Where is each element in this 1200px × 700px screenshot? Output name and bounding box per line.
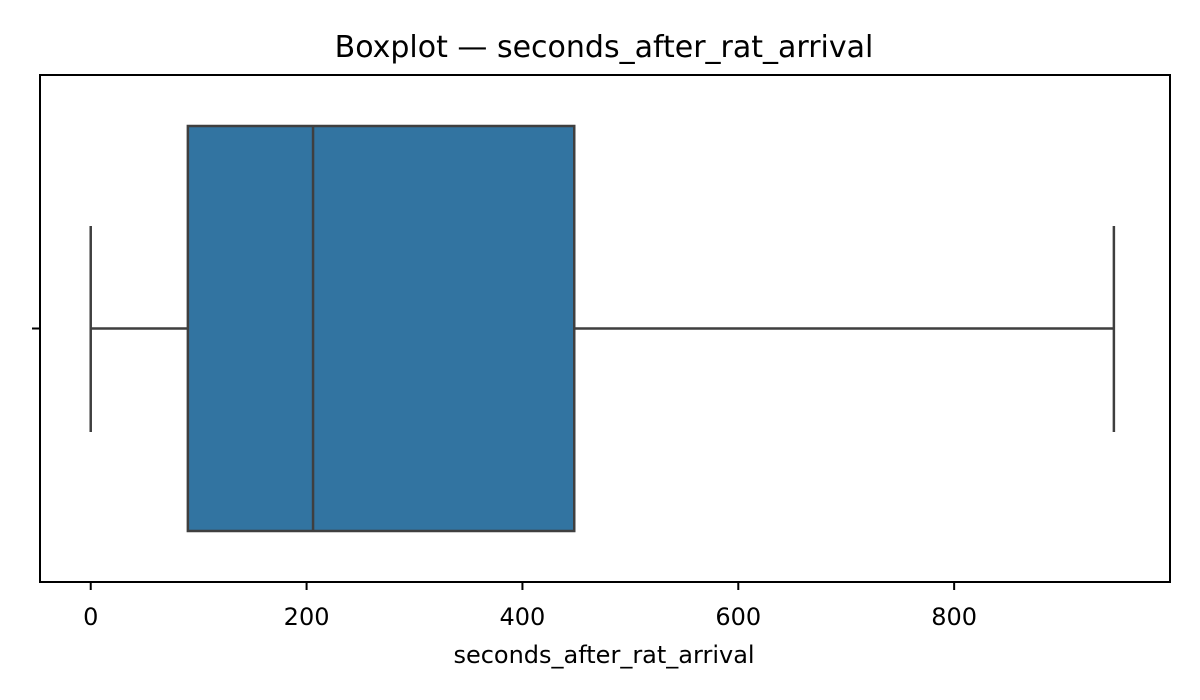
x-tick-label: 0 — [83, 603, 98, 631]
x-axis-label: seconds_after_rat_arrival — [453, 641, 754, 669]
x-tick-label: 200 — [284, 603, 330, 631]
chart-title: Boxplot — seconds_after_rat_arrival — [335, 30, 874, 65]
x-tick-label: 600 — [715, 603, 761, 631]
x-tick-label: 400 — [500, 603, 546, 631]
plot-area — [89, 124, 1116, 533]
x-axis: 0 200 400 600 800 — [32, 327, 977, 631]
x-tick-label: 800 — [931, 603, 977, 631]
box-iqr — [186, 124, 576, 533]
